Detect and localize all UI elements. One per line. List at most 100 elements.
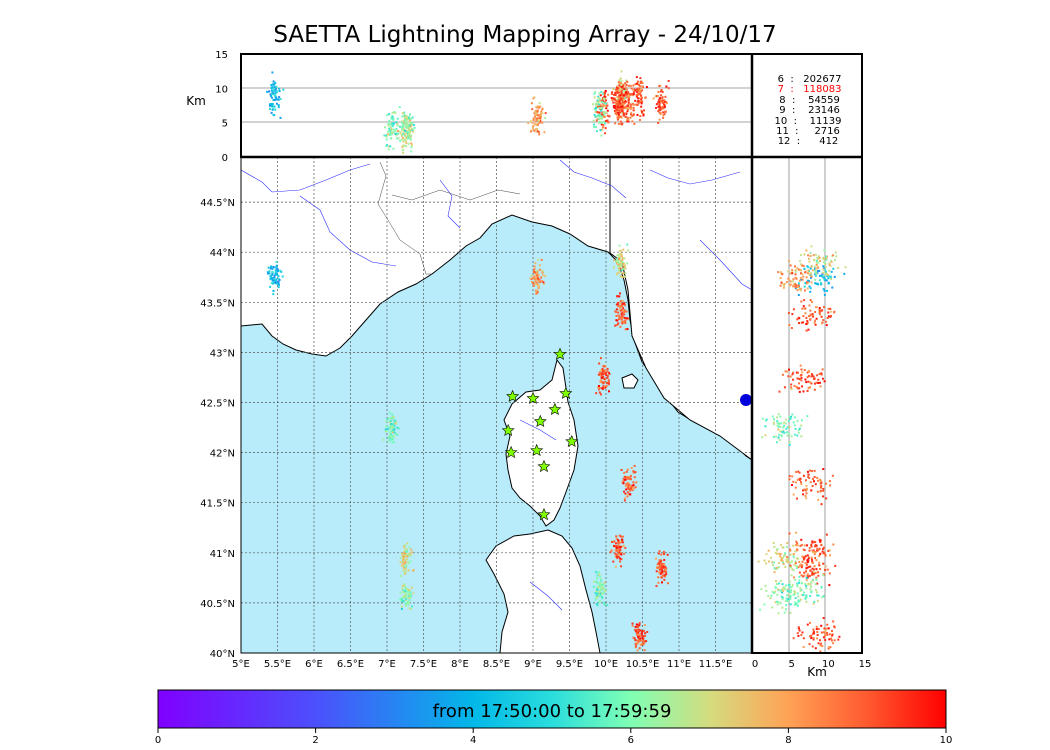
source-point-alt bbox=[390, 123, 393, 126]
source-point-alt bbox=[531, 121, 534, 124]
source-point-alt bbox=[608, 115, 611, 118]
source-point bbox=[622, 482, 625, 485]
source-point bbox=[389, 435, 392, 438]
source-point-alt bbox=[630, 103, 633, 106]
source-point-side bbox=[804, 555, 807, 558]
source-point-side bbox=[790, 386, 793, 389]
source-point-side bbox=[822, 319, 825, 322]
source-point-side bbox=[795, 567, 798, 570]
lon-tick-label: 9°E bbox=[524, 659, 542, 670]
source-point bbox=[634, 625, 637, 628]
source-point bbox=[618, 295, 621, 298]
source-point bbox=[533, 271, 536, 274]
source-point bbox=[404, 590, 407, 593]
source-point-side bbox=[799, 288, 802, 291]
source-point bbox=[408, 552, 411, 555]
source-point-alt bbox=[600, 109, 603, 112]
source-point-side bbox=[806, 566, 809, 569]
source-point-alt bbox=[602, 125, 605, 128]
source-point bbox=[629, 493, 632, 496]
source-point-side bbox=[794, 597, 797, 600]
source-point bbox=[535, 277, 538, 280]
source-point-side bbox=[790, 574, 793, 577]
source-point-alt bbox=[388, 130, 391, 133]
source-point bbox=[656, 565, 659, 568]
alt-tick-label: 5 bbox=[222, 119, 228, 130]
source-point-side bbox=[818, 269, 821, 272]
source-point-side bbox=[792, 554, 795, 557]
source-point-alt bbox=[597, 114, 600, 117]
source-point bbox=[390, 441, 393, 444]
source-point-side bbox=[834, 564, 837, 567]
source-point-side bbox=[794, 427, 797, 430]
source-point-side bbox=[810, 265, 813, 268]
source-point-alt bbox=[627, 91, 630, 94]
source-point bbox=[643, 649, 646, 652]
source-point-side bbox=[828, 572, 831, 575]
source-point-alt bbox=[632, 93, 635, 96]
source-point bbox=[636, 642, 639, 645]
source-point-side bbox=[781, 606, 784, 609]
source-point bbox=[623, 471, 626, 474]
source-point-alt bbox=[621, 105, 624, 108]
source-point-alt bbox=[271, 71, 274, 74]
source-point-side bbox=[829, 554, 832, 557]
source-point-side bbox=[787, 561, 790, 564]
lat-tick-label: 41.5°N bbox=[200, 499, 235, 510]
source-point-side bbox=[820, 372, 823, 375]
source-point bbox=[404, 592, 407, 595]
source-point bbox=[386, 429, 389, 432]
source-point bbox=[595, 593, 598, 596]
source-point-side bbox=[828, 633, 831, 636]
source-point-alt bbox=[271, 86, 274, 89]
source-point-alt bbox=[409, 121, 412, 124]
source-point-alt bbox=[619, 108, 622, 111]
source-point bbox=[620, 318, 623, 321]
source-point-side bbox=[782, 590, 785, 593]
source-point-side bbox=[823, 278, 826, 281]
source-point-alt bbox=[629, 84, 632, 87]
source-point-side bbox=[806, 573, 809, 576]
source-point-side bbox=[832, 543, 835, 546]
source-point-side bbox=[775, 582, 778, 585]
source-point-side bbox=[813, 480, 816, 483]
source-point-alt bbox=[269, 93, 272, 96]
source-point-alt bbox=[404, 134, 407, 137]
star-icon bbox=[526, 391, 540, 404]
source-point-alt bbox=[594, 102, 597, 105]
source-point-side bbox=[826, 568, 829, 571]
source-point-alt bbox=[616, 106, 619, 109]
source-point-alt bbox=[598, 121, 601, 124]
source-point-side bbox=[809, 252, 812, 255]
source-point bbox=[408, 590, 411, 593]
source-point-side bbox=[806, 281, 809, 284]
source-point bbox=[618, 253, 621, 256]
source-point-alt bbox=[595, 107, 598, 110]
source-point bbox=[626, 476, 629, 479]
source-point bbox=[627, 482, 630, 485]
source-point-alt bbox=[397, 137, 400, 140]
source-point-side bbox=[809, 287, 812, 290]
source-point bbox=[621, 308, 624, 311]
source-point-side bbox=[808, 273, 811, 276]
source-point-side bbox=[822, 306, 825, 309]
source-point-alt bbox=[399, 139, 402, 142]
source-point-alt bbox=[270, 96, 273, 99]
source-point bbox=[619, 325, 622, 328]
source-point-side bbox=[819, 478, 822, 481]
source-point-alt bbox=[663, 104, 666, 107]
source-point-side bbox=[773, 545, 776, 548]
source-point-side bbox=[832, 642, 835, 645]
source-point-side bbox=[819, 480, 822, 483]
source-point-alt bbox=[407, 142, 410, 145]
source-point bbox=[638, 624, 641, 627]
source-point bbox=[657, 562, 660, 565]
source-point-side bbox=[788, 416, 791, 419]
source-point-side bbox=[811, 567, 814, 570]
source-point-alt bbox=[410, 123, 413, 126]
source-point-side bbox=[796, 542, 799, 545]
source-point-alt bbox=[272, 83, 275, 86]
source-point-side bbox=[822, 552, 825, 555]
source-point-side bbox=[777, 562, 780, 565]
source-point bbox=[618, 255, 621, 258]
